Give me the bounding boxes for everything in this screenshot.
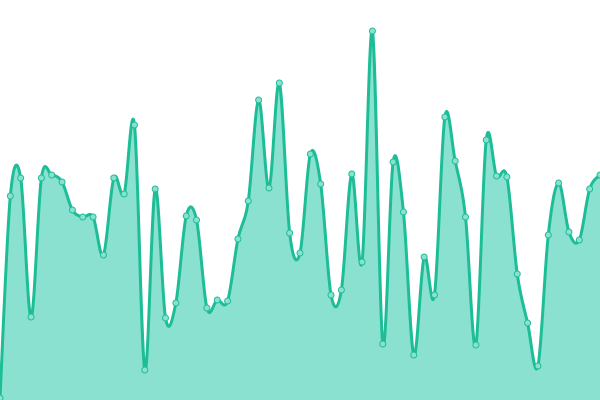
data-point-25 (255, 96, 263, 104)
data-point-26 (265, 184, 273, 192)
data-point-53 (544, 231, 552, 239)
data-point-20 (203, 304, 211, 312)
data-point-43 (441, 113, 449, 121)
data-point-41 (420, 253, 428, 261)
data-point-50 (513, 270, 521, 278)
data-point-51 (524, 319, 532, 327)
data-point-23 (234, 235, 242, 243)
data-point-52 (534, 362, 542, 370)
data-point-13 (130, 121, 138, 129)
data-point-24 (244, 197, 252, 205)
data-point-47 (482, 136, 490, 144)
data-point-11 (110, 174, 118, 182)
data-point-34 (348, 170, 356, 178)
data-point-36 (368, 27, 376, 35)
data-point-10 (99, 251, 107, 259)
data-point-58 (596, 171, 600, 179)
data-point-40 (410, 351, 418, 359)
data-point-14 (141, 366, 149, 374)
data-point-54 (555, 179, 563, 187)
data-point-19 (193, 216, 201, 224)
data-point-42 (430, 291, 438, 299)
data-point-0 (0, 394, 4, 400)
data-point-44 (451, 157, 459, 165)
data-point-35 (358, 258, 366, 266)
data-point-2 (17, 174, 25, 182)
data-point-39 (399, 208, 407, 216)
data-point-16 (162, 314, 170, 322)
data-point-28 (286, 229, 294, 237)
data-point-32 (327, 291, 335, 299)
data-point-4 (37, 174, 45, 182)
data-point-1 (6, 192, 14, 200)
data-point-15 (151, 185, 159, 193)
data-markers (0, 27, 600, 400)
data-point-57 (586, 185, 594, 193)
data-point-18 (182, 212, 190, 220)
data-point-5 (48, 171, 56, 179)
data-point-9 (89, 213, 97, 221)
data-point-3 (27, 313, 35, 321)
data-point-7 (68, 206, 76, 214)
data-point-12 (120, 190, 128, 198)
data-point-33 (337, 286, 345, 294)
data-point-48 (493, 172, 501, 180)
data-point-6 (58, 178, 66, 186)
data-point-49 (503, 173, 511, 181)
data-point-46 (472, 341, 480, 349)
data-point-55 (565, 228, 573, 236)
data-point-37 (379, 340, 387, 348)
data-point-31 (317, 180, 325, 188)
data-point-17 (172, 299, 180, 307)
data-point-8 (79, 213, 87, 221)
data-point-22 (224, 297, 232, 305)
data-point-21 (213, 296, 221, 304)
data-point-38 (389, 158, 397, 166)
data-point-56 (575, 236, 583, 244)
data-point-45 (462, 213, 470, 221)
data-point-30 (306, 150, 314, 158)
data-point-27 (275, 79, 283, 87)
data-point-29 (296, 249, 304, 257)
